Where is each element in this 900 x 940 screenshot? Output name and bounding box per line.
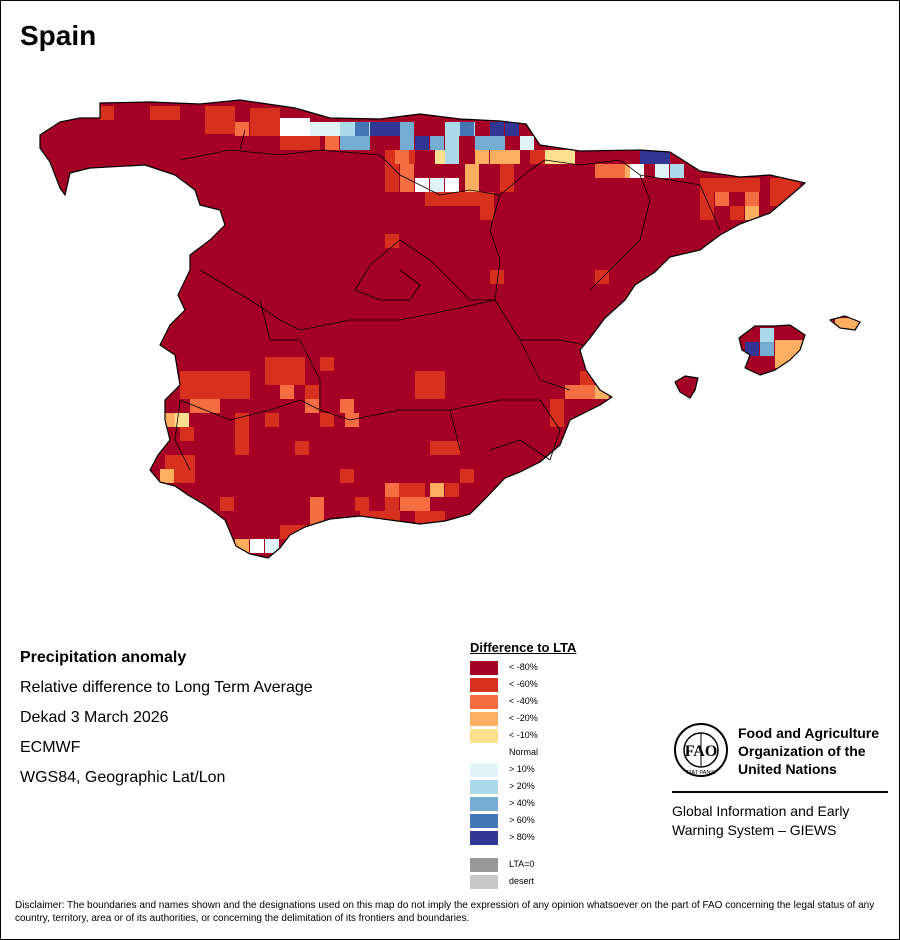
legend-item: < -80% [470,660,576,677]
legend-label: LTA=0 [509,859,535,869]
legend-label: > 10% [509,764,535,774]
legend-swatch [470,875,498,889]
anomaly-cells-p40 [340,122,774,356]
legend-swatch [470,729,498,743]
legend-swatch [470,661,498,675]
anomaly-cells-normal [250,118,644,553]
fao-divider [672,791,888,793]
legend-swatch [470,746,498,760]
legend-label: < -40% [509,696,538,706]
legend-swatch [470,814,498,828]
legend-label: > 60% [509,815,535,825]
legend-label: < -10% [509,730,538,740]
legend-item: < -20% [470,711,576,728]
map-source: ECMWF [20,739,81,756]
anomaly-cells-p80 [370,122,759,356]
legend-item: > 10% [470,762,576,779]
fao-logo: FAO FIAT PANIS [674,723,728,777]
legend-swatch [470,858,498,872]
legend-swatch [470,712,498,726]
legend-swatch [470,695,498,709]
legend-item: > 40% [470,796,576,813]
legend-label: > 80% [509,832,535,842]
legend-item: > 60% [470,813,576,830]
legend-label: < -60% [509,679,538,689]
legend-label: Normal [509,747,539,757]
region-borders [174,129,721,471]
fao-branding: FAO FIAT PANIS Food and Agriculture Orga… [672,722,888,838]
map-subtitle: Relative difference to Long Term Average [20,679,313,696]
map-info: Precipitation anomaly Relative differenc… [20,648,313,798]
fao-motto: FIAT PANIS [686,770,715,776]
map-projection: WGS84, Geographic Lat/Lon [20,769,226,786]
legend-item: Normal [470,745,576,762]
precipitation-map [39,99,861,559]
coastline [39,99,861,559]
legend-label: > 40% [509,798,535,808]
legend-item: > 80% [470,830,576,847]
anomaly-cells-p10 [265,122,669,553]
legend-item: < -40% [470,694,576,711]
legend-swatch [470,797,498,811]
legend-swatch [470,763,498,777]
legend-item: desert [470,874,576,891]
map-period: Dekad 3 March 2026 [20,709,169,726]
legend-label: > 20% [509,781,535,791]
legend-swatch [470,831,498,845]
legend-title: Difference to LTA [470,640,577,655]
legend-label: < -80% [509,662,538,672]
legend-swatch [470,780,498,794]
anomaly-grid [40,100,860,558]
legend-label: desert [509,876,535,886]
legend: Difference to LTA < -80% < -60% < -40% <… [470,640,576,891]
disclaimer: Disclaimer: The boundaries and names sho… [15,900,875,924]
anomaly-cells-40 [190,122,759,525]
map-title: Spain [20,20,97,51]
legend-item: < -10% [470,728,576,745]
legend-item: > 20% [470,779,576,796]
legend-swatch [470,678,498,692]
giews-name: Global Information and Early Warning Sys… [672,803,850,838]
legend-item: < -60% [470,677,576,694]
legend-label: < -20% [509,713,538,723]
anomaly-cells-p60 [355,122,474,136]
legend-item: LTA=0 [470,857,576,874]
anomaly-base-cells [40,100,860,558]
fao-name: Food and Agriculture Organization of the… [738,725,880,777]
map-heading: Precipitation anomaly [20,649,187,666]
